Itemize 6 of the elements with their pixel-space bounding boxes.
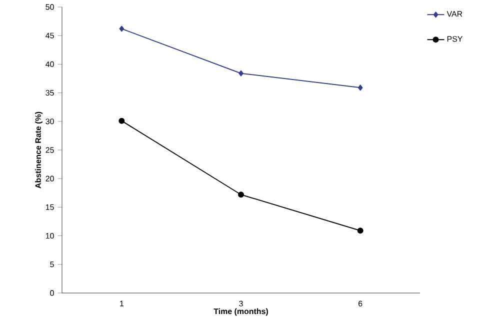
point <box>238 192 244 198</box>
point <box>119 26 124 32</box>
point <box>357 228 364 234</box>
point <box>118 118 125 124</box>
point <box>238 70 244 76</box>
point <box>358 84 363 91</box>
